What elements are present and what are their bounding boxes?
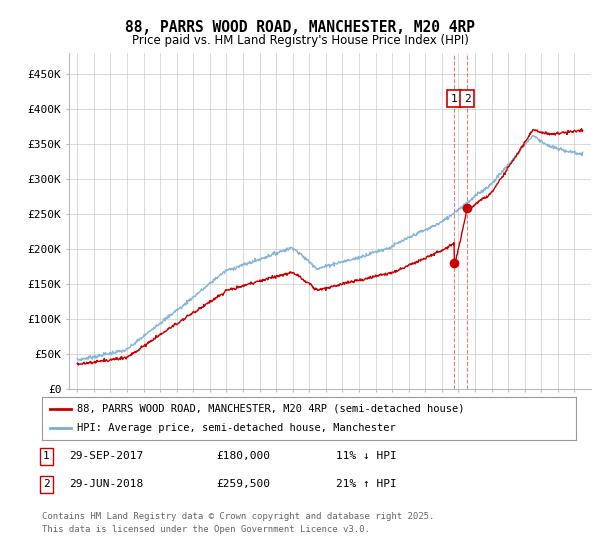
Text: 2: 2 (43, 479, 50, 489)
Text: 29-SEP-2017: 29-SEP-2017 (69, 451, 143, 461)
Text: Price paid vs. HM Land Registry's House Price Index (HPI): Price paid vs. HM Land Registry's House … (131, 34, 469, 46)
Text: 1: 1 (451, 94, 457, 104)
Text: 88, PARRS WOOD ROAD, MANCHESTER, M20 4RP (semi-detached house): 88, PARRS WOOD ROAD, MANCHESTER, M20 4RP… (77, 404, 464, 413)
Text: 2: 2 (464, 94, 470, 104)
Text: Contains HM Land Registry data © Crown copyright and database right 2025.: Contains HM Land Registry data © Crown c… (42, 512, 434, 521)
Text: £259,500: £259,500 (216, 479, 270, 489)
Text: This data is licensed under the Open Government Licence v3.0.: This data is licensed under the Open Gov… (42, 525, 370, 534)
Text: HPI: Average price, semi-detached house, Manchester: HPI: Average price, semi-detached house,… (77, 423, 395, 433)
Text: 29-JUN-2018: 29-JUN-2018 (69, 479, 143, 489)
Text: £180,000: £180,000 (216, 451, 270, 461)
Text: 88, PARRS WOOD ROAD, MANCHESTER, M20 4RP: 88, PARRS WOOD ROAD, MANCHESTER, M20 4RP (125, 20, 475, 35)
Text: 11% ↓ HPI: 11% ↓ HPI (336, 451, 397, 461)
Text: 21% ↑ HPI: 21% ↑ HPI (336, 479, 397, 489)
Text: 1: 1 (43, 451, 50, 461)
